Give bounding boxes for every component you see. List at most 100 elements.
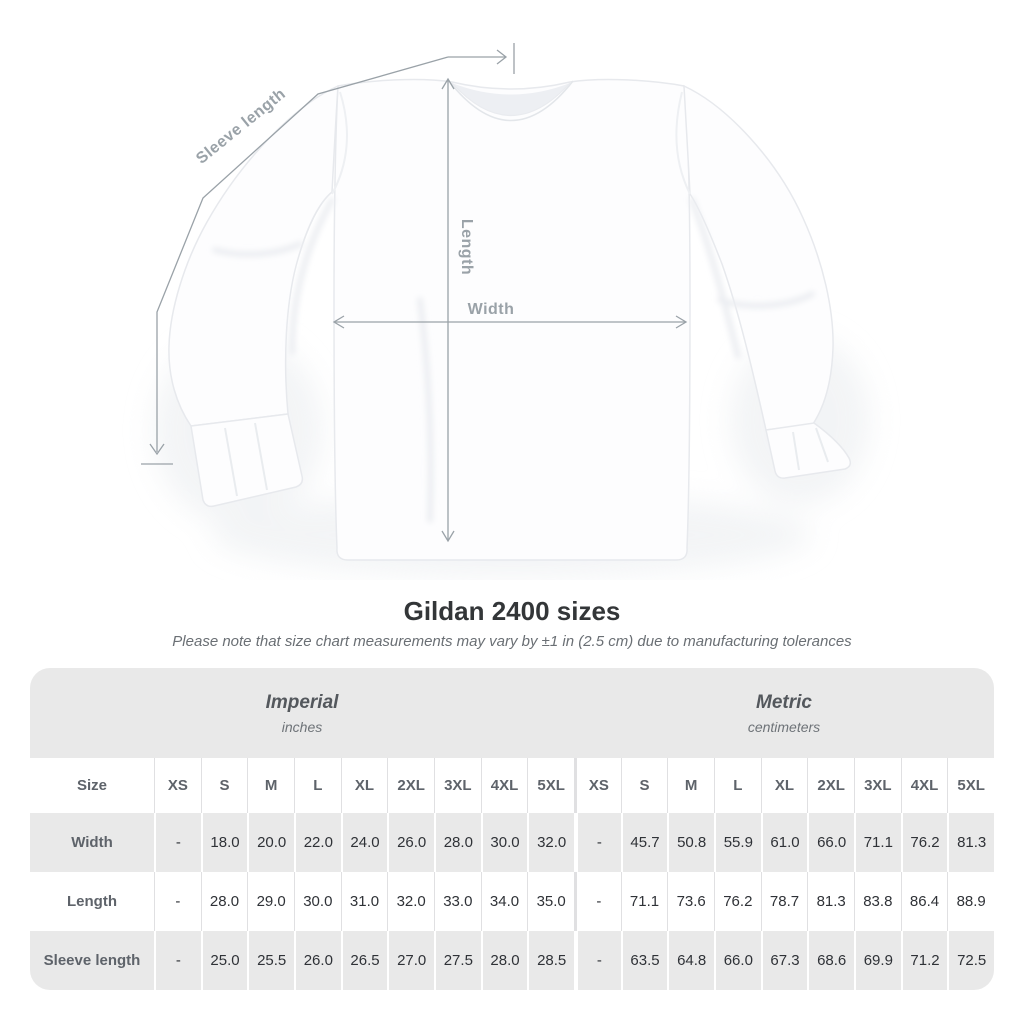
page-subtitle: Please note that size chart measurements…	[172, 633, 852, 650]
table-cell: 30.0	[480, 813, 528, 872]
table-cell: 22.0	[294, 813, 341, 872]
table-cell: 26.5	[340, 931, 388, 990]
group-label-imperial: Imperial	[265, 691, 339, 713]
column-header: L	[714, 758, 761, 813]
table-cell: -	[574, 931, 621, 990]
shirt-body	[333, 78, 691, 561]
table-cell: 33.0	[434, 872, 481, 931]
column-header: 3XL	[434, 758, 481, 813]
table-cell: 18.0	[200, 813, 248, 872]
row-label-width: Width	[30, 813, 154, 872]
table-cell: 72.5	[947, 931, 994, 990]
table-cell: 32.0	[387, 872, 434, 931]
measurement-lines	[141, 43, 688, 543]
table-cell: 55.9	[714, 813, 761, 872]
armhole-seams	[331, 91, 691, 195]
table-cell: -	[574, 813, 621, 872]
table-cell: 50.8	[667, 813, 714, 872]
table-cell: 26.0	[387, 813, 434, 872]
page-title: Gildan 2400 sizes	[403, 596, 621, 626]
column-header: 2XL	[807, 758, 854, 813]
table-cell: 30.0	[294, 872, 341, 931]
column-header: 5XL	[947, 758, 994, 813]
width-line	[332, 315, 688, 329]
table-cell: 24.0	[340, 813, 388, 872]
collar-band-outer	[448, 80, 574, 122]
collar-band-inner	[451, 82, 571, 116]
table-cell: 78.7	[760, 872, 808, 931]
column-header: S	[200, 758, 248, 813]
column-header: M	[667, 758, 714, 813]
table-cell: 86.4	[900, 872, 948, 931]
shirt-illustration	[168, 78, 852, 561]
group-header-metric: Metric centimeters	[574, 668, 994, 758]
sleeve-length-line	[141, 43, 515, 465]
table-cell: 32.0	[527, 813, 574, 872]
shirt-right-cuff	[765, 422, 852, 479]
column-header: XS	[574, 758, 621, 813]
table-cell: 66.0	[714, 931, 761, 990]
table-cell: 28.0	[200, 872, 248, 931]
table-cell: 83.8	[854, 872, 901, 931]
table-cell: 61.0	[760, 813, 808, 872]
table-cell: 25.0	[200, 931, 248, 990]
table-cell: 66.0	[807, 813, 854, 872]
table-cell: -	[154, 872, 201, 931]
column-header: L	[294, 758, 341, 813]
table-cell: 35.0	[527, 872, 574, 931]
table-cell: 31.0	[340, 872, 388, 931]
table-cell: -	[154, 813, 201, 872]
shirt-left-cuff	[190, 413, 304, 508]
table-cell: 25.5	[247, 931, 294, 990]
table-cell: 67.3	[760, 931, 808, 990]
table-cell: 27.5	[434, 931, 481, 990]
row-label-length: Length	[67, 893, 117, 910]
table-cell: 28.0	[480, 931, 528, 990]
table-cell: 20.0	[247, 813, 294, 872]
table-cell: 69.9	[854, 931, 901, 990]
shirt-diagram: Sleeve length Length Width	[141, 43, 870, 577]
table-cell: 63.5	[620, 931, 668, 990]
column-header: S	[620, 758, 668, 813]
table-cell: 64.8	[667, 931, 714, 990]
column-header: XS	[154, 758, 201, 813]
cuff-ribs	[224, 422, 829, 497]
length-label: Length	[458, 219, 475, 275]
group-unit-metric: centimeters	[747, 718, 821, 735]
table-cell: -	[154, 931, 201, 990]
column-header: 3XL	[854, 758, 901, 813]
group-unit-imperial: inches	[281, 718, 323, 735]
table-cell: 81.3	[947, 813, 994, 872]
column-header: M	[247, 758, 294, 813]
table-cell: 88.9	[947, 872, 994, 931]
table-cell: 71.1	[620, 872, 668, 931]
column-header: 5XL	[527, 758, 574, 813]
column-header: 4XL	[900, 758, 948, 813]
column-header-size: Size	[76, 777, 107, 794]
table-cell: 68.6	[807, 931, 854, 990]
table-cell: 26.0	[294, 931, 341, 990]
size-table: Imperial inches Metric centimeters Size …	[30, 668, 994, 990]
table-cell: 76.2	[714, 872, 761, 931]
table-cell: -	[574, 872, 621, 931]
column-header: XL	[760, 758, 808, 813]
table-cell: 27.0	[387, 931, 434, 990]
table-cell: 28.5	[527, 931, 574, 990]
row-label-sleeve-length: Sleeve length	[30, 931, 154, 990]
group-header-imperial: Imperial inches	[30, 668, 574, 758]
table-cell: 71.1	[854, 813, 901, 872]
group-label-metric: Metric	[756, 691, 812, 713]
fabric-folds	[212, 197, 815, 523]
table-cell: 71.2	[900, 931, 948, 990]
table-cell: 76.2	[900, 813, 948, 872]
column-header: 4XL	[480, 758, 528, 813]
width-label: Width	[468, 301, 515, 318]
table-cell: 45.7	[620, 813, 668, 872]
table-cell: 73.6	[667, 872, 714, 931]
table-cell: 28.0	[434, 813, 481, 872]
column-header: 2XL	[387, 758, 434, 813]
table-cell: 81.3	[807, 872, 854, 931]
length-line	[441, 77, 455, 543]
table-cell: 34.0	[480, 872, 528, 931]
